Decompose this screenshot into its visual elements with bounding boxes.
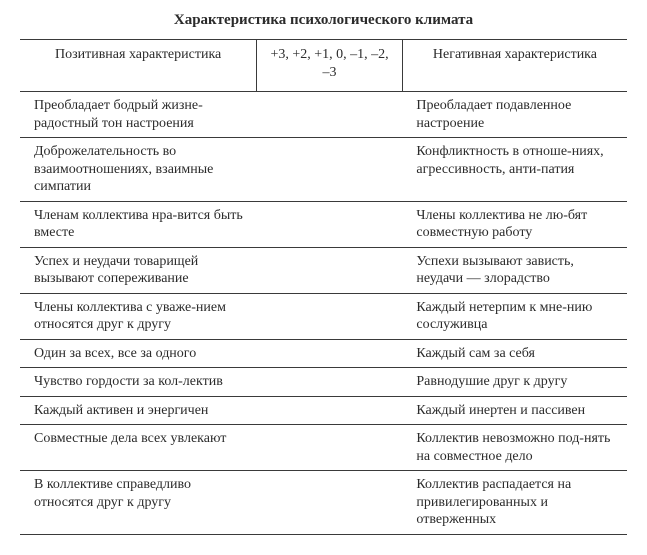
- cell-scale: [257, 138, 403, 202]
- cell-positive: Один за всех, все за одного: [20, 339, 257, 368]
- cell-positive: Чувство гордости за кол-лектив: [20, 368, 257, 397]
- cell-negative: Каждый инертен и пассивен: [402, 396, 627, 425]
- cell-negative: Члены коллектива не лю-бят совместную ра…: [402, 201, 627, 247]
- table-row: Доброжелательность во взаимоотношениях, …: [20, 138, 627, 202]
- table-row: Членам коллектива нра-вится быть вместе …: [20, 201, 627, 247]
- cell-positive: Преобладает бодрый жизне-радостный тон н…: [20, 92, 257, 138]
- cell-negative: Каждый сам за себя: [402, 339, 627, 368]
- table-row: Преобладает бодрый жизне-радостный тон н…: [20, 92, 627, 138]
- table-row: Чувство гордости за кол-лектив Равнодуши…: [20, 368, 627, 397]
- table-row: Каждый активен и энергичен Каждый инерте…: [20, 396, 627, 425]
- cell-scale: [257, 92, 403, 138]
- cell-negative: Успехи вызывают зависть, неудачи — злора…: [402, 247, 627, 293]
- table-row: В коллективе справедливо относятся друг …: [20, 471, 627, 535]
- cell-positive: Совместные дела всех увлекают: [20, 425, 257, 471]
- cell-negative: Преобладает подавленное настроение: [402, 92, 627, 138]
- col-header-positive: Позитивная характеристика: [20, 40, 257, 92]
- cell-positive: Успех и неудачи товарищей вызывают сопер…: [20, 247, 257, 293]
- table-row: Один за всех, все за одного Каждый сам з…: [20, 339, 627, 368]
- climate-table: Позитивная характеристика +3, +2, +1, 0,…: [20, 39, 627, 535]
- cell-scale: [257, 201, 403, 247]
- cell-negative: Коллектив распадается на привилегированн…: [402, 471, 627, 535]
- cell-scale: [257, 396, 403, 425]
- cell-positive: Каждый активен и энергичен: [20, 396, 257, 425]
- cell-negative: Равнодушие друг к другу: [402, 368, 627, 397]
- cell-negative: Каждый нетерпим к мне-нию сослуживца: [402, 293, 627, 339]
- col-header-scale: +3, +2, +1, 0, –1, –2, –3: [257, 40, 403, 92]
- cell-scale: [257, 471, 403, 535]
- cell-positive: Членам коллектива нра-вится быть вместе: [20, 201, 257, 247]
- cell-scale: [257, 247, 403, 293]
- cell-scale: [257, 339, 403, 368]
- cell-negative: Конфликтность в отноше-ниях, агрессивнос…: [402, 138, 627, 202]
- table-row: Успех и неудачи товарищей вызывают сопер…: [20, 247, 627, 293]
- table-header-row: Позитивная характеристика +3, +2, +1, 0,…: [20, 40, 627, 92]
- cell-positive: Члены коллектива с уваже-нием относятся …: [20, 293, 257, 339]
- table-title: Характеристика психологического климата: [20, 12, 627, 29]
- cell-scale: [257, 425, 403, 471]
- cell-scale: [257, 368, 403, 397]
- cell-positive: В коллективе справедливо относятся друг …: [20, 471, 257, 535]
- cell-negative: Коллектив невозможно под-нять на совмест…: [402, 425, 627, 471]
- cell-scale: [257, 293, 403, 339]
- table-row: Члены коллектива с уваже-нием относятся …: [20, 293, 627, 339]
- table-row: Совместные дела всех увлекают Коллектив …: [20, 425, 627, 471]
- cell-positive: Доброжелательность во взаимоотношениях, …: [20, 138, 257, 202]
- col-header-negative: Негативная характеристика: [402, 40, 627, 92]
